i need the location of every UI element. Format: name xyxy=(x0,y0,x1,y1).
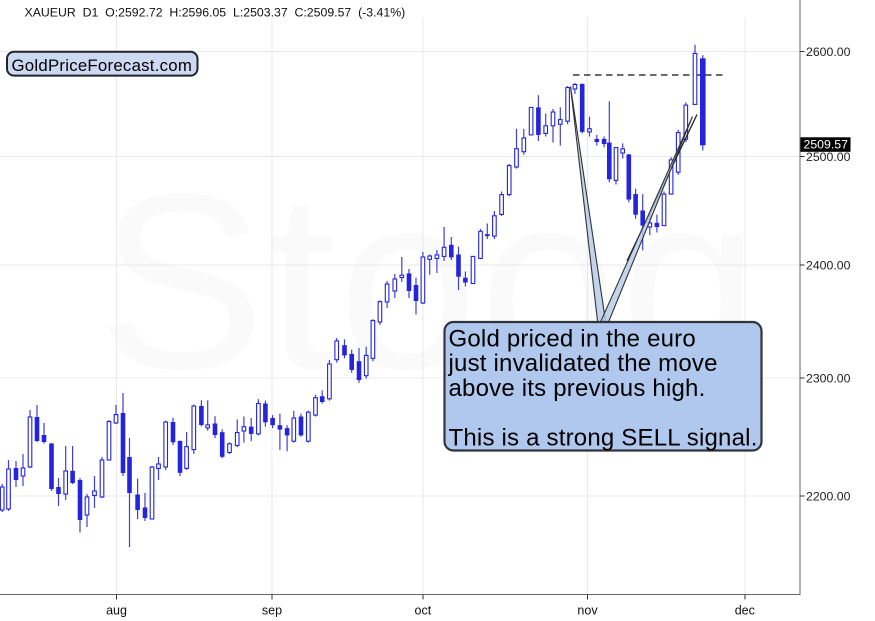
svg-text:dec: dec xyxy=(735,604,755,618)
svg-text:XAUEUR D1 O:2592.72 H:2596.: XAUEUR D1 O:2592.72 H:2596.05 L:2503.37 … xyxy=(25,6,406,20)
svg-text:2200.00: 2200.00 xyxy=(806,490,851,504)
svg-text:sep: sep xyxy=(262,604,282,618)
svg-text:nov: nov xyxy=(577,604,598,618)
svg-text:above its previous high.: above its previous high. xyxy=(449,375,706,402)
svg-text:GoldPriceForecast.com: GoldPriceForecast.com xyxy=(12,56,193,75)
svg-text:2300.00: 2300.00 xyxy=(806,371,851,385)
svg-text:aug: aug xyxy=(106,604,127,618)
svg-text:oct: oct xyxy=(415,604,432,618)
svg-text:This is a strong SELL signal.: This is a strong SELL signal. xyxy=(449,425,758,452)
svg-text:2600.00: 2600.00 xyxy=(806,45,851,59)
svg-text:2400.00: 2400.00 xyxy=(806,258,851,272)
svg-text:just invalidated the move: just invalidated the move xyxy=(448,350,718,377)
svg-text:Gold priced in the euro: Gold priced in the euro xyxy=(449,326,696,353)
svg-text:2500.00: 2500.00 xyxy=(806,150,851,164)
svg-text:2509.57: 2509.57 xyxy=(804,138,849,152)
